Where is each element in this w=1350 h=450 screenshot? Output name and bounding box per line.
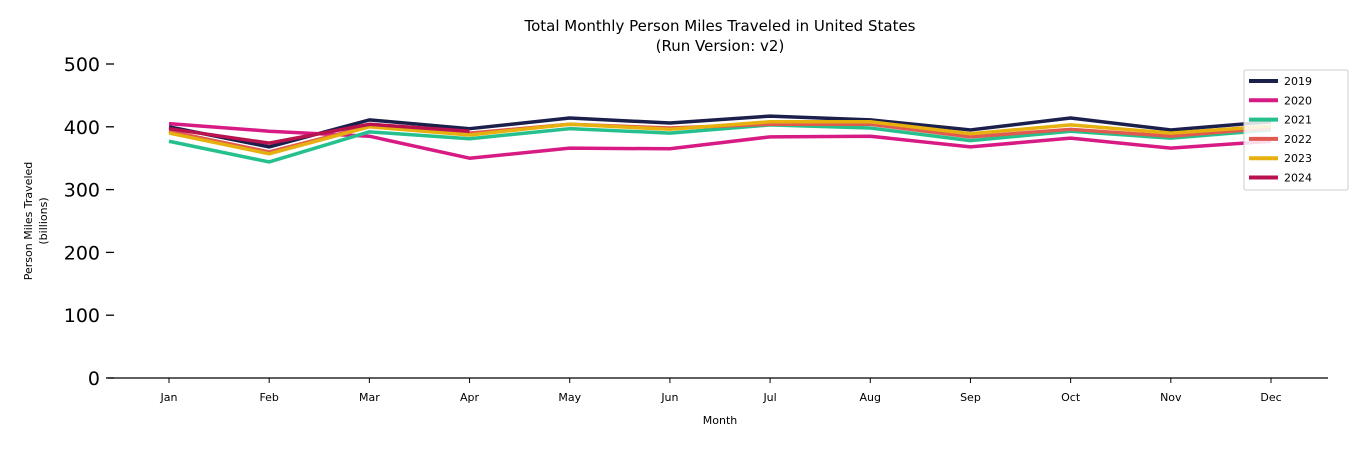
x-tick-label: Nov [1160, 391, 1182, 404]
x-tick-label: Aug [860, 391, 881, 404]
x-tick-label: Jun [660, 391, 678, 404]
x-tick-label: Mar [359, 391, 380, 404]
y-axis-label-unit: (billions) [37, 197, 50, 244]
series-line-2019 [168, 114, 1272, 149]
series-line-2021 [168, 123, 1272, 164]
y-tick-label: 0 [88, 368, 100, 390]
x-tick-label: Feb [259, 391, 278, 404]
y-tick-label: 400 [64, 117, 100, 139]
series-line-2023 [168, 120, 1272, 156]
x-tick-label: May [558, 391, 581, 404]
x-tick-label: Sep [960, 391, 981, 404]
x-tick-label: Jul [762, 391, 776, 404]
x-tick-label: Apr [460, 391, 480, 404]
chart-subtitle: (Run Version: v2) [656, 37, 785, 55]
x-tick-label: Dec [1260, 391, 1281, 404]
y-tick-label: 100 [64, 305, 100, 327]
chart-title: Total Monthly Person Miles Traveled in U… [523, 17, 915, 35]
legend-label: 2023 [1284, 152, 1312, 165]
legend-label: 2022 [1284, 133, 1312, 146]
legend-label: 2019 [1284, 75, 1312, 88]
y-tick-label: 200 [64, 242, 100, 264]
x-axis-label: Month [703, 414, 738, 427]
legend-label: 2020 [1284, 94, 1312, 107]
legend-label: 2024 [1284, 172, 1312, 185]
series-line-2024 [168, 122, 470, 145]
y-axis-label: Person Miles Traveled [22, 162, 35, 281]
x-tick-label: Oct [1061, 391, 1081, 404]
y-tick-label: 300 [64, 180, 100, 202]
x-tick-label: Jan [160, 391, 178, 404]
legend-label: 2021 [1284, 114, 1312, 127]
y-tick-label: 500 [64, 54, 100, 76]
